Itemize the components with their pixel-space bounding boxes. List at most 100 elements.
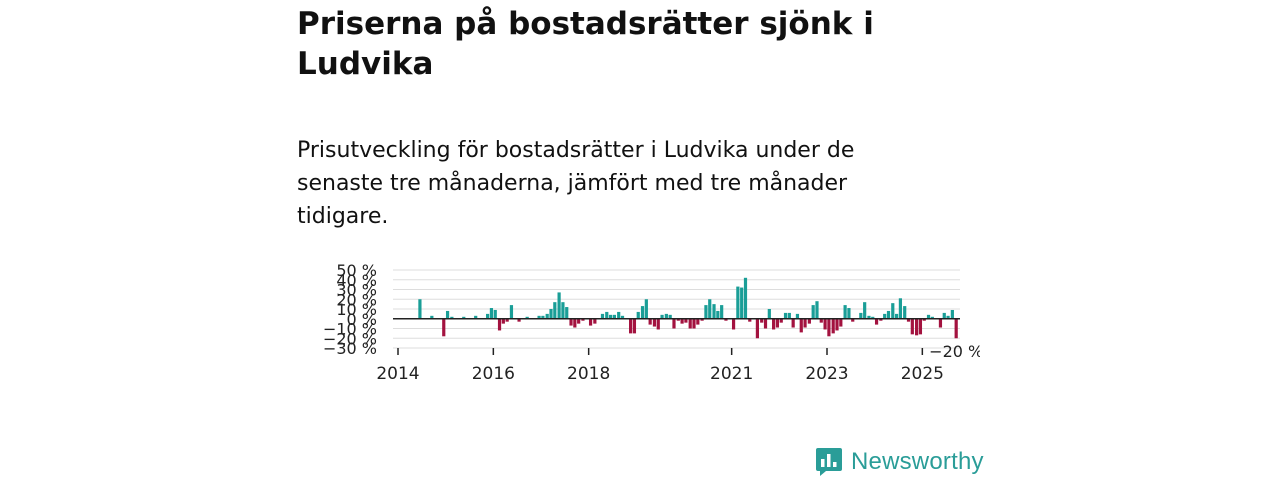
bar	[736, 286, 740, 319]
bar	[493, 309, 497, 319]
bar	[803, 318, 807, 328]
bar	[795, 313, 800, 319]
x-tick-label: 2018	[567, 364, 610, 384]
bar	[863, 302, 867, 319]
bar	[680, 318, 684, 324]
newsworthy-logo: Newsworthy	[815, 446, 984, 478]
bar	[664, 313, 668, 319]
bar	[418, 299, 422, 319]
y-tick-label: −20 %	[323, 329, 377, 348]
bar	[692, 318, 696, 329]
bars	[418, 277, 958, 339]
bar	[501, 318, 505, 324]
bar	[938, 318, 943, 328]
bar	[573, 318, 577, 328]
bar	[942, 312, 946, 319]
bar	[600, 313, 605, 319]
bar	[787, 312, 791, 319]
bar	[545, 313, 549, 319]
bar	[704, 305, 708, 319]
x-tick-label: 2016	[472, 364, 515, 384]
bar	[851, 318, 855, 322]
brand-name: Newsworthy	[851, 448, 984, 475]
bar	[930, 316, 934, 319]
bar	[775, 318, 780, 328]
bar	[668, 314, 672, 319]
bar	[915, 318, 919, 336]
bar	[839, 318, 843, 327]
bar	[811, 305, 815, 319]
y-tick-label: −30 %	[323, 339, 377, 358]
bar	[656, 318, 660, 330]
bar	[748, 318, 752, 322]
bar	[700, 318, 704, 321]
bar	[629, 318, 633, 334]
bar	[612, 314, 617, 319]
bar	[946, 315, 950, 319]
bar	[831, 318, 835, 334]
bar	[605, 311, 609, 319]
bar	[712, 304, 716, 319]
bar	[799, 318, 803, 333]
bar	[779, 318, 783, 323]
bar	[450, 316, 454, 319]
bar	[660, 314, 664, 319]
bar	[525, 316, 529, 319]
x-tick-label: 2023	[805, 364, 848, 384]
bar	[906, 318, 911, 322]
bar	[644, 299, 648, 319]
bar	[676, 318, 680, 321]
bar	[617, 311, 621, 319]
bar	[593, 318, 597, 324]
bar	[859, 312, 863, 319]
y-tick-label: 40 %	[336, 271, 377, 290]
bar	[807, 318, 811, 324]
bar	[755, 318, 760, 339]
bar	[474, 315, 478, 319]
bar	[489, 308, 494, 319]
bar	[720, 305, 724, 319]
bar	[950, 309, 954, 319]
bar	[891, 303, 895, 319]
bar	[879, 318, 883, 321]
x-tick-label: 2014	[376, 364, 419, 384]
bar	[652, 318, 657, 327]
bar	[835, 318, 839, 331]
bar	[926, 314, 931, 319]
bar	[569, 318, 573, 326]
gridlines	[393, 269, 960, 349]
bar	[509, 305, 514, 319]
bar	[588, 318, 593, 326]
bar	[894, 313, 899, 319]
bar	[620, 315, 625, 319]
bar	[743, 277, 748, 319]
chart-title: Priserna på bostadsrätter sjönk i Ludvik…	[297, 6, 874, 82]
bar	[486, 313, 490, 319]
bar-chart-speech-bubble-icon	[816, 448, 842, 476]
y-tick-label: 50 %	[336, 261, 377, 280]
bar	[903, 306, 907, 319]
bar	[772, 318, 776, 330]
bar	[640, 306, 645, 319]
bar	[505, 318, 509, 322]
bar	[760, 318, 764, 323]
bar	[731, 318, 736, 330]
y-axis-labels: −30 %−20 %−10 %0 %10 %20 %30 %40 %50 %	[323, 261, 377, 358]
bar	[553, 302, 557, 319]
bar	[954, 318, 958, 339]
bar	[827, 318, 831, 337]
bar	[767, 309, 771, 319]
bar	[445, 310, 450, 319]
bar	[517, 318, 521, 322]
y-tick-label: 20 %	[336, 290, 377, 309]
bar	[783, 312, 788, 319]
y-tick-label: 0 %	[347, 310, 377, 329]
bar-chart: −30 %−20 %−10 %0 %10 %20 %30 %40 %50 % 2…	[323, 261, 980, 384]
bar	[843, 305, 847, 319]
bar	[541, 315, 545, 319]
bar	[684, 318, 688, 323]
last-value-label: −20 %	[929, 342, 980, 361]
bar	[565, 307, 569, 319]
y-tick-label: 10 %	[336, 300, 377, 319]
bar	[740, 287, 744, 319]
